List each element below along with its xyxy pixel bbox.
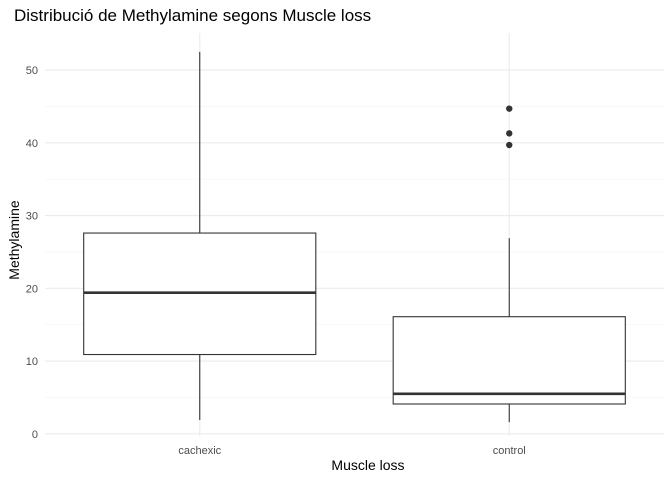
box-control (392, 105, 626, 423)
outlier-point (506, 130, 513, 137)
y-tick-label: 40 (26, 138, 38, 150)
y-axis-title: Methylamine (6, 200, 22, 280)
x-tick-label: cachexic (178, 445, 221, 457)
outlier-point (506, 105, 513, 112)
x-axis-ticks: cachexic control (178, 445, 525, 457)
y-tick-label: 0 (32, 429, 38, 441)
x-tick-label: control (493, 445, 526, 457)
y-axis-ticks: 0 10 20 30 40 50 (26, 65, 38, 441)
y-tick-label: 30 (26, 211, 38, 223)
y-tick-label: 10 (26, 356, 38, 368)
chart-title: Distribució de Methylamine segons Muscle… (14, 6, 371, 25)
y-tick-label: 50 (26, 65, 38, 77)
boxes (83, 51, 626, 423)
box-cachexic (83, 51, 317, 420)
y-tick-label: 20 (26, 283, 38, 295)
box-iqr (392, 316, 626, 405)
x-axis-title: Muscle loss (331, 457, 404, 473)
outlier-point (506, 141, 513, 149)
